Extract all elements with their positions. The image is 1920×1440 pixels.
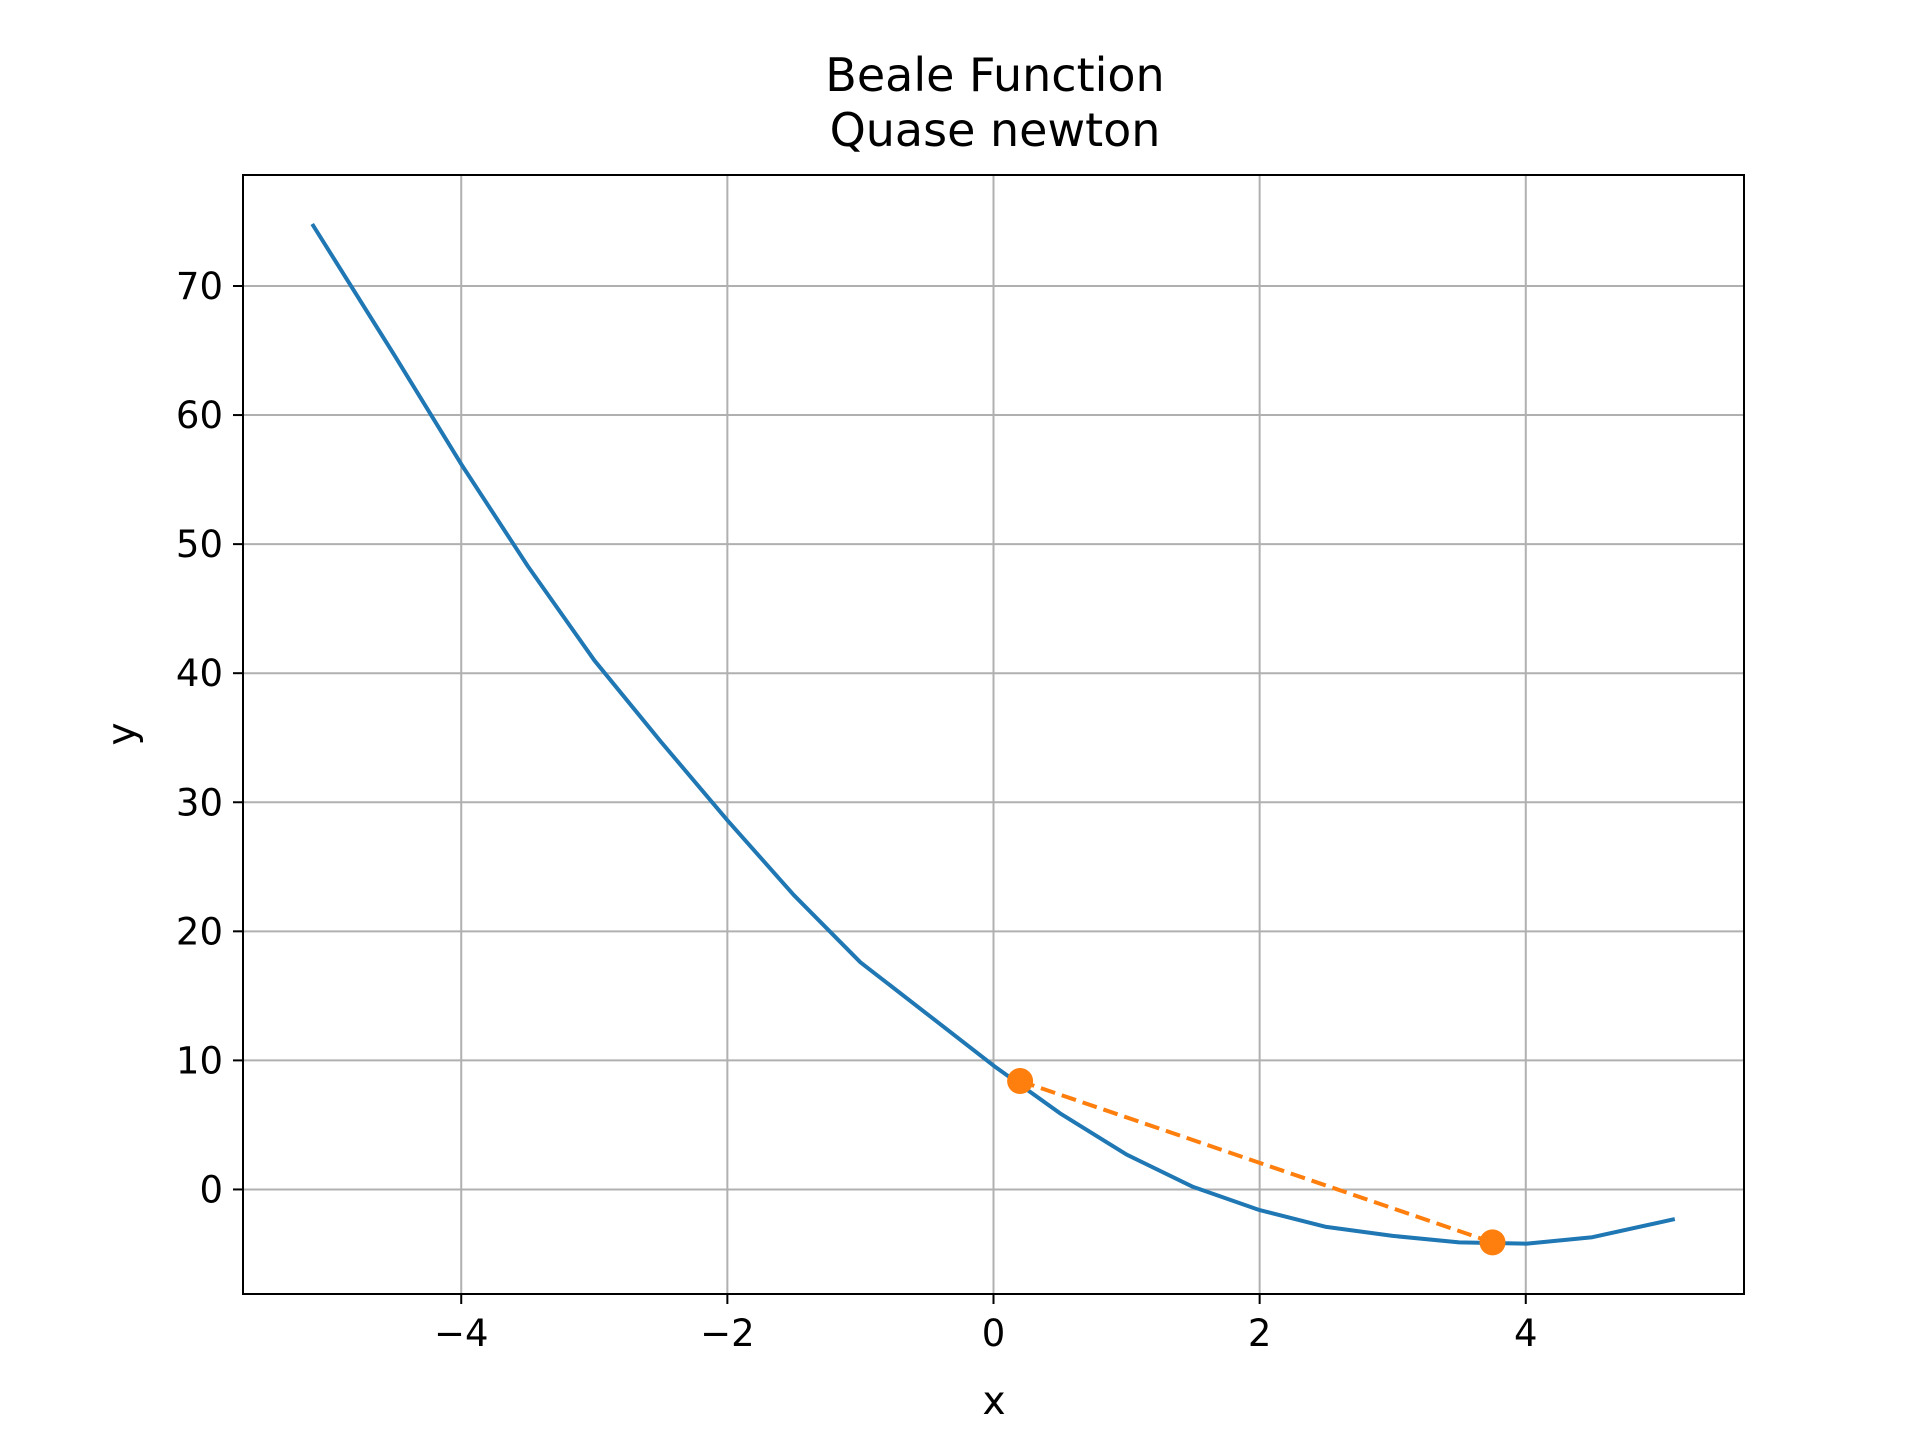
chart-subtitle: Quase newton — [830, 103, 1161, 157]
path-point-marker — [1479, 1229, 1506, 1256]
chart-title: Beale Function — [825, 48, 1164, 102]
grid-lines — [243, 175, 1744, 1294]
x-tick-label: −4 — [434, 1312, 489, 1355]
x-tick-label: 4 — [1514, 1312, 1538, 1355]
y-tick-label: 70 — [176, 265, 223, 308]
y-tick-label: 0 — [199, 1168, 223, 1211]
y-tick-label: 10 — [176, 1039, 223, 1082]
function-curve — [310, 222, 1676, 1246]
x-axis-label: x — [982, 1379, 1005, 1424]
x-tick-label: 0 — [982, 1312, 1006, 1355]
y-tick-label: 20 — [176, 910, 223, 953]
y-axis-label: y — [100, 722, 145, 745]
y-tick-label: 40 — [176, 652, 223, 695]
plot-series — [310, 222, 1676, 1256]
path-point-marker — [1007, 1068, 1034, 1095]
y-tick-label: 30 — [176, 781, 223, 824]
x-tick-label: 2 — [1248, 1312, 1272, 1355]
x-tick-label: −2 — [700, 1312, 755, 1355]
y-tick-label: 60 — [176, 394, 223, 437]
optimization-path — [1019, 1079, 1494, 1245]
y-tick-label: 50 — [176, 523, 223, 566]
